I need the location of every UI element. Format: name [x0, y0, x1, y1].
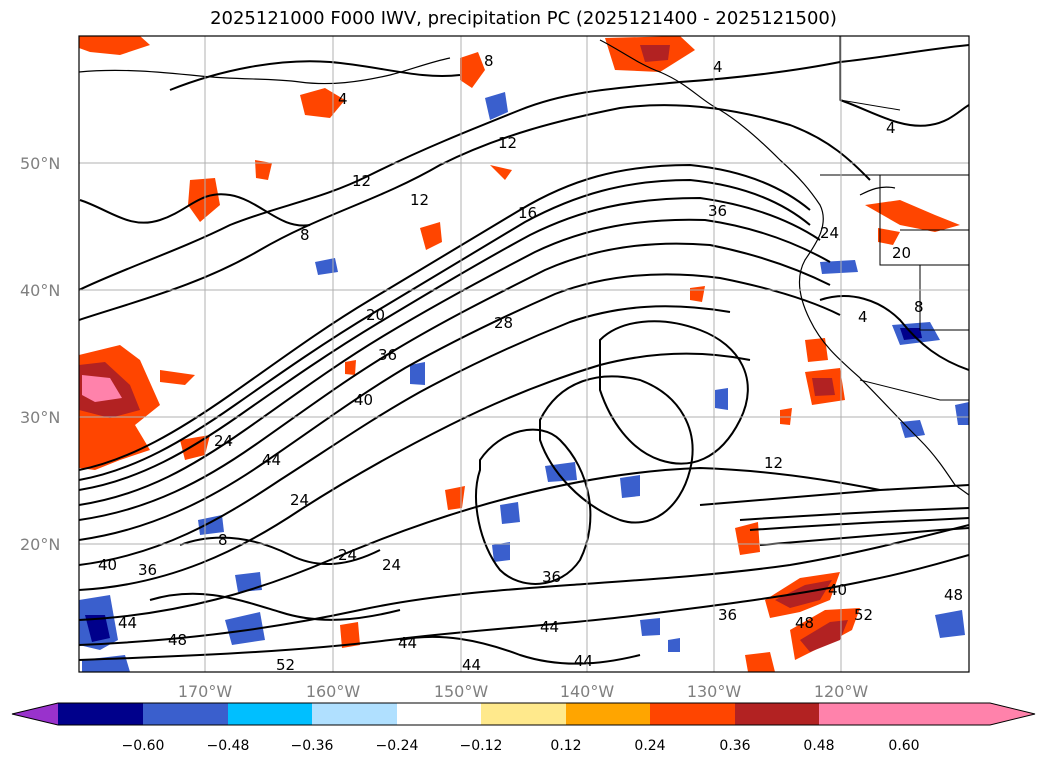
- contour-label: 24: [290, 491, 309, 509]
- contour-label: 20: [892, 244, 911, 262]
- contour-label: 24: [338, 546, 357, 564]
- contour-label: 36: [708, 202, 727, 220]
- colorbar-swatch: [397, 703, 481, 725]
- colorbar-swatch: [312, 703, 397, 725]
- contour-label: 8: [484, 52, 494, 70]
- colorbar-swatch: [228, 703, 312, 725]
- colorbar-tick: 0.12: [550, 738, 581, 754]
- colorbar-tick: 0.24: [634, 738, 665, 754]
- contour-label: 12: [410, 191, 429, 209]
- contour-label: 8: [914, 298, 924, 316]
- lon-label: 160°W: [306, 682, 361, 701]
- chart-title: 2025121000 F000 IWV, precipitation PC (2…: [210, 8, 837, 29]
- colorbar-extend-under: [12, 703, 58, 725]
- lat-label: 50°N: [20, 154, 60, 173]
- contour-label: 40: [98, 556, 117, 574]
- contour-label: 12: [764, 454, 783, 472]
- lat-label: 30°N: [20, 408, 60, 427]
- contour-label: 24: [820, 224, 839, 242]
- colorbar-tick: −0.60: [122, 738, 165, 754]
- colorbar-swatch: [143, 703, 228, 725]
- contour-label: 4: [858, 308, 868, 326]
- colorbar-tick: −0.12: [460, 738, 503, 754]
- latitude-labels: 50°N 40°N 30°N 20°N: [20, 154, 60, 554]
- contour-label: 4: [338, 90, 348, 108]
- colorbar: −0.60 −0.48 −0.36 −0.24 −0.12 0.12 0.24 …: [11, 702, 1036, 754]
- colorbar-tick: 0.36: [719, 738, 750, 754]
- lon-label: 140°W: [560, 682, 615, 701]
- contour-label: 48: [795, 614, 814, 632]
- contour-label: 52: [854, 606, 873, 624]
- colorbar-swatch: [481, 703, 566, 725]
- contour-label: 44: [398, 634, 417, 652]
- colorbar-swatch: [819, 703, 904, 725]
- iwv-contours: [79, 44, 969, 665]
- lon-label: 170°W: [178, 682, 233, 701]
- contour-label: 24: [382, 556, 401, 574]
- contour-label: 8: [218, 531, 228, 549]
- colorbar-extend-over: [990, 703, 1035, 725]
- contour-labels: 8 4 4 12 12 12 16 36 24 20 20 28 36 40 2…: [98, 52, 963, 674]
- contour-label: 44: [118, 614, 137, 632]
- lon-label: 150°W: [434, 682, 489, 701]
- contour-label: 16: [518, 204, 537, 222]
- lat-label: 40°N: [20, 281, 60, 300]
- colorbar-tick: 0.48: [803, 738, 834, 754]
- coastlines: [79, 39, 969, 496]
- contour-label: 36: [138, 561, 157, 579]
- contour-label: 48: [168, 631, 187, 649]
- colorbar-swatch: [566, 703, 650, 725]
- lat-label: 20°N: [20, 535, 60, 554]
- colorbar-swatch: [650, 703, 735, 725]
- colorbar-swatch: [904, 703, 990, 725]
- contour-label: 4: [713, 58, 723, 76]
- contour-label: 28: [494, 314, 513, 332]
- map-frame: [78, 35, 970, 673]
- contour-label: 8: [300, 226, 310, 244]
- colorbar-swatch: [58, 703, 143, 725]
- contour-label: 44: [262, 451, 281, 469]
- contour-label: 36: [378, 346, 397, 364]
- colorbar-tick-labels: −0.60 −0.48 −0.36 −0.24 −0.12 0.12 0.24 …: [122, 738, 920, 754]
- lon-label: 120°W: [814, 682, 869, 701]
- contour-label: 40: [354, 391, 373, 409]
- colorbar-tick: −0.36: [291, 738, 334, 754]
- contour-label: 36: [542, 568, 561, 586]
- contour-label: 52: [276, 656, 295, 674]
- contour-label: 44: [574, 652, 593, 670]
- borders: [820, 36, 969, 401]
- colorbar-tick: −0.24: [376, 738, 419, 754]
- lon-label: 130°W: [687, 682, 742, 701]
- gridlines: [79, 36, 969, 672]
- contour-label: 44: [540, 618, 559, 636]
- longitude-labels: 170°W 160°W 150°W 140°W 130°W 120°W: [178, 682, 869, 701]
- contour-label: 40: [828, 581, 847, 599]
- contour-label: 44: [462, 656, 481, 674]
- contour-label: 4: [886, 119, 896, 137]
- contour-label: 36: [718, 606, 737, 624]
- contour-label: 24: [214, 432, 233, 450]
- colorbar-tick: 0.60: [888, 738, 919, 754]
- contour-label: 20: [366, 306, 385, 324]
- contour-label: 48: [944, 586, 963, 604]
- colorbar-swatch: [735, 703, 819, 725]
- contour-label: 12: [498, 134, 517, 152]
- contour-label: 12: [352, 172, 371, 190]
- colorbar-tick: −0.48: [207, 738, 250, 754]
- colorbar-outline: [11, 702, 1036, 726]
